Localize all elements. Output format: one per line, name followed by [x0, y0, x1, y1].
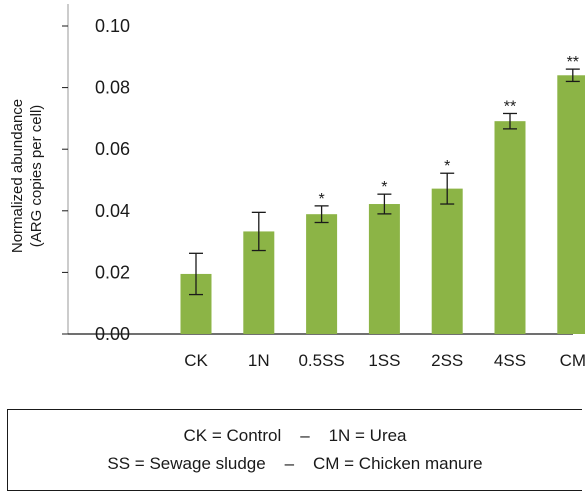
error-bar: [440, 172, 455, 205]
significance-marker: **: [567, 54, 579, 71]
legend-line-1: CK = Control – 1N = Urea: [183, 425, 406, 447]
legend-box: CK = Control – 1N = Urea SS = Sewage slu…: [7, 409, 582, 491]
x-tick-label: CK: [184, 351, 208, 370]
x-tick-label: 1N: [248, 351, 270, 370]
error-bar: [377, 193, 392, 215]
y-axis-label-line2: (ARG copies per cell): [28, 105, 45, 248]
x-tick-label: 0.5SS: [298, 351, 344, 370]
y-axis-label-line1: Normalized abundance: [9, 99, 26, 253]
y-tick-label: 0.06: [95, 139, 130, 159]
y-tick-label: 0.04: [95, 201, 130, 221]
error-bar: [565, 68, 580, 83]
error-bars: [189, 68, 580, 296]
bar: [306, 214, 338, 334]
legend-line-2: SS = Sewage sludge – CM = Chicken manure: [107, 453, 482, 475]
legend-separator: –: [284, 454, 295, 473]
legend-chicken-manure: CM = Chicken manure: [313, 454, 483, 473]
x-axis: CK 1N 0.5SS 1SS 2SS 4SS CM: [68, 333, 585, 370]
bar: [494, 121, 526, 334]
bars: [180, 75, 585, 334]
error-bar: [189, 252, 203, 296]
y-tick-label: 0.10: [95, 16, 130, 36]
significance-marker: *: [444, 158, 450, 175]
x-tick-label: 2SS: [431, 351, 463, 370]
legend-separator: –: [300, 426, 310, 445]
error-bar: [251, 211, 266, 252]
legend-urea: 1N = Urea: [328, 426, 407, 445]
y-tick-label: 0.08: [95, 78, 130, 98]
y-axis: 0.000.020.040.060.080.10: [62, 4, 130, 344]
significance-marker: *: [318, 191, 324, 208]
x-tick-label: 1SS: [368, 351, 400, 370]
y-tick-label: 0.02: [95, 262, 130, 282]
significance-markers: *******: [318, 54, 579, 208]
significance-marker: **: [504, 98, 516, 115]
error-bar: [503, 112, 517, 130]
bar: [431, 188, 463, 334]
legend-sewage-sludge: SS = Sewage sludge: [107, 454, 266, 473]
error-bar: [314, 205, 329, 224]
bar: [368, 204, 400, 334]
bar: [557, 75, 585, 334]
bar-chart: 0.000.020.040.060.080.10 CK 1N 0.5SS 1SS 2SS…: [9, 4, 585, 370]
x-tick-label: 4SS: [494, 351, 526, 370]
significance-marker: *: [381, 179, 387, 196]
legend-control: CK = Control: [183, 426, 282, 445]
x-tick-label: CM: [560, 351, 585, 370]
